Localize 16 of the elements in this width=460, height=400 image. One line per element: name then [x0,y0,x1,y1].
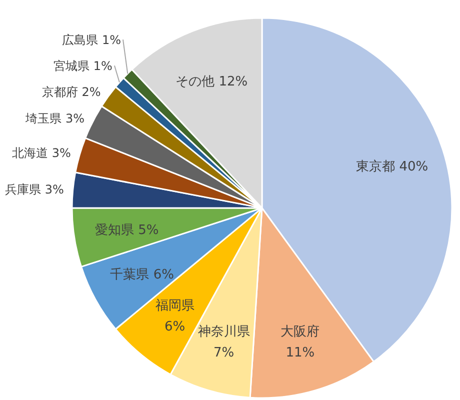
slice-label: 京都府 2% [42,84,101,99]
slice-label: 神奈川県 [198,324,250,340]
slice-label: 広島県 1% [62,32,121,47]
slice-label: 宮城県 1% [54,58,112,73]
slice-label: 東京都 40% [356,159,428,174]
slice-label: 愛知県 5% [95,222,159,238]
slice-label: 千葉県 6% [110,267,174,282]
slice-label: 北海道 3% [12,146,71,160]
data-label: 7% [214,345,234,360]
slice-label: 埼玉県 3% [24,111,85,126]
data-label: 6% [164,319,186,334]
slice-label: 福岡県 [155,298,194,314]
slice-label: 兵庫県 3% [5,182,64,197]
slice-label: 大阪府 [280,323,320,340]
data-label: 11% [286,345,315,360]
slice-label: その他 12% [176,74,248,90]
